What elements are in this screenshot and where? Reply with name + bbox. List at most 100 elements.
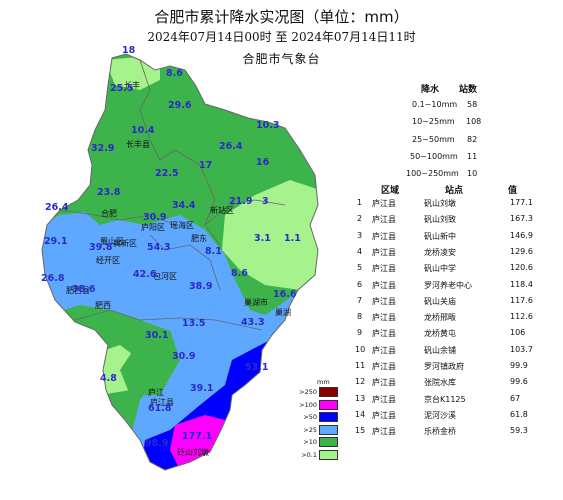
rain-value: 26.4 (219, 141, 243, 152)
region-label: 砭山刘墩 (177, 448, 209, 457)
rain-value: 8.1 (205, 246, 222, 257)
rain-value: 53.1 (245, 362, 269, 373)
rain-value: 4.8 (100, 373, 117, 384)
boundary-line (74, 309, 263, 331)
rank-station: 乐桥金桥 (424, 427, 456, 437)
rank-county: 庐江县 (372, 329, 396, 339)
rain-value: 61.8 (148, 403, 172, 414)
scale-label: >0.1 (301, 450, 317, 459)
rank-county: 庐江县 (372, 247, 396, 257)
summary-range: 0.1~10mm (412, 100, 458, 109)
rank-number: 7 (357, 295, 363, 305)
rank-value: 103.7 (510, 344, 533, 354)
boundary-line (204, 199, 286, 226)
rank-value: 61.8 (510, 409, 528, 419)
rank-county: 庐江县 (372, 199, 396, 208)
summary-count: 11 (467, 152, 478, 161)
rain-10-25-pocket (120, 330, 180, 395)
rain-value: 38.6 (72, 284, 96, 295)
time-range: 2024年07月14日00时 至 2024年07月14日11时 (147, 30, 416, 44)
map-title: 合肥市累计降水实况图（单位：mm） (154, 8, 409, 26)
rain-value: 30.9 (143, 212, 167, 223)
region-label: 合肥 (101, 209, 117, 218)
rain-value: 34.4 (172, 200, 196, 211)
rain-value: 8.6 (231, 268, 248, 279)
scale-swatch (319, 399, 338, 410)
rank-value: 177.1 (510, 198, 533, 207)
region-label: 长丰 (124, 81, 140, 90)
rank-number: 12 (355, 377, 366, 387)
scale-swatch (319, 412, 338, 422)
rank-county: 庐江县 (372, 264, 396, 274)
rank-county: 庐江县 (372, 231, 396, 241)
rain-value: 16.6 (273, 289, 297, 300)
region-label: 巢湖 (275, 308, 291, 317)
scale-label: >25 (303, 425, 317, 434)
region-label: 庐阳区 (141, 223, 165, 232)
rain-value: 16 (256, 157, 270, 168)
summary-count: 58 (467, 100, 478, 109)
rain-value: 43.3 (241, 317, 265, 328)
rank-number: 9 (357, 328, 363, 338)
rank-header-value: 值 (508, 186, 518, 196)
rain-value: 25.5 (110, 83, 134, 94)
rain-value: 38.9 (189, 281, 213, 292)
rank-station: 京台K1125 (424, 394, 466, 404)
rank-value: 118.4 (510, 279, 533, 289)
rain-value: 3 (262, 196, 269, 207)
rain-value: 17 (199, 160, 213, 171)
rank-header-county: 区域 (381, 186, 400, 196)
scale-swatch (319, 387, 338, 397)
rank-station: 罗河养老中心 (424, 280, 472, 290)
rain-value: 23.8 (97, 187, 121, 198)
rank-number: 5 (357, 263, 363, 273)
rain-value: 10.4 (131, 125, 155, 136)
rain-value: 26.4 (45, 202, 69, 213)
region-label: 庐江县 (150, 398, 174, 407)
rank-station: 龙桥邢畈 (424, 313, 456, 323)
rank-county: 庐江县 (372, 345, 396, 355)
scale-label: >10 (303, 438, 317, 446)
rank-value: 99.9 (510, 361, 528, 370)
region-label: 高新区 (113, 239, 137, 248)
summary-header-rain: 降水 (421, 85, 440, 95)
scale-swatch (319, 437, 338, 447)
rank-station: 矾山余铺 (424, 345, 456, 355)
region-label: 新站区 (210, 206, 234, 215)
summary-count: 10 (467, 169, 478, 178)
rank-county: 庐江县 (372, 296, 396, 306)
rank-station: 矾山刘致 (424, 215, 456, 225)
scale-swatch (319, 449, 338, 460)
rank-value: 106 (510, 328, 526, 338)
rank-header-station: 站点 (445, 186, 464, 196)
boundary-line (59, 209, 176, 226)
rain-value: 8.6 (166, 68, 183, 79)
rank-station: 矾山刘墩 (424, 199, 456, 208)
rank-number: 14 (355, 409, 366, 419)
rain-value: 21.9 (229, 196, 253, 207)
issuing-office: 合肥市气象台 (242, 52, 321, 66)
rain-value: 26.8 (41, 273, 65, 284)
summary-range: 25~50mm (412, 135, 455, 144)
summary-count: 108 (466, 117, 482, 126)
rank-county: 庐江县 (372, 362, 396, 371)
rank-value: 129.6 (510, 246, 533, 256)
rank-number: 13 (355, 393, 366, 403)
rank-number: 8 (357, 312, 363, 322)
rank-value: 120.6 (510, 263, 533, 273)
rain-value: 29.6 (168, 100, 192, 111)
rain-value: 39.1 (190, 383, 214, 394)
rank-station: 龙桥黄屯 (424, 329, 456, 339)
summary-header-count: 站数 (459, 85, 478, 95)
scale-label: >50 (303, 413, 317, 421)
region-label: 肥西 (95, 301, 111, 310)
rank-number: 4 (357, 246, 363, 256)
rank-station: 矾山新中 (424, 231, 456, 241)
rank-station: 矾山中学 (424, 264, 456, 274)
region-label: 庐江 (148, 388, 164, 397)
rain-value: 98.9 (145, 438, 169, 449)
rank-county: 庐江县 (372, 427, 396, 437)
boundary-line (149, 234, 221, 291)
region-label: 巢湖市 (244, 298, 268, 307)
